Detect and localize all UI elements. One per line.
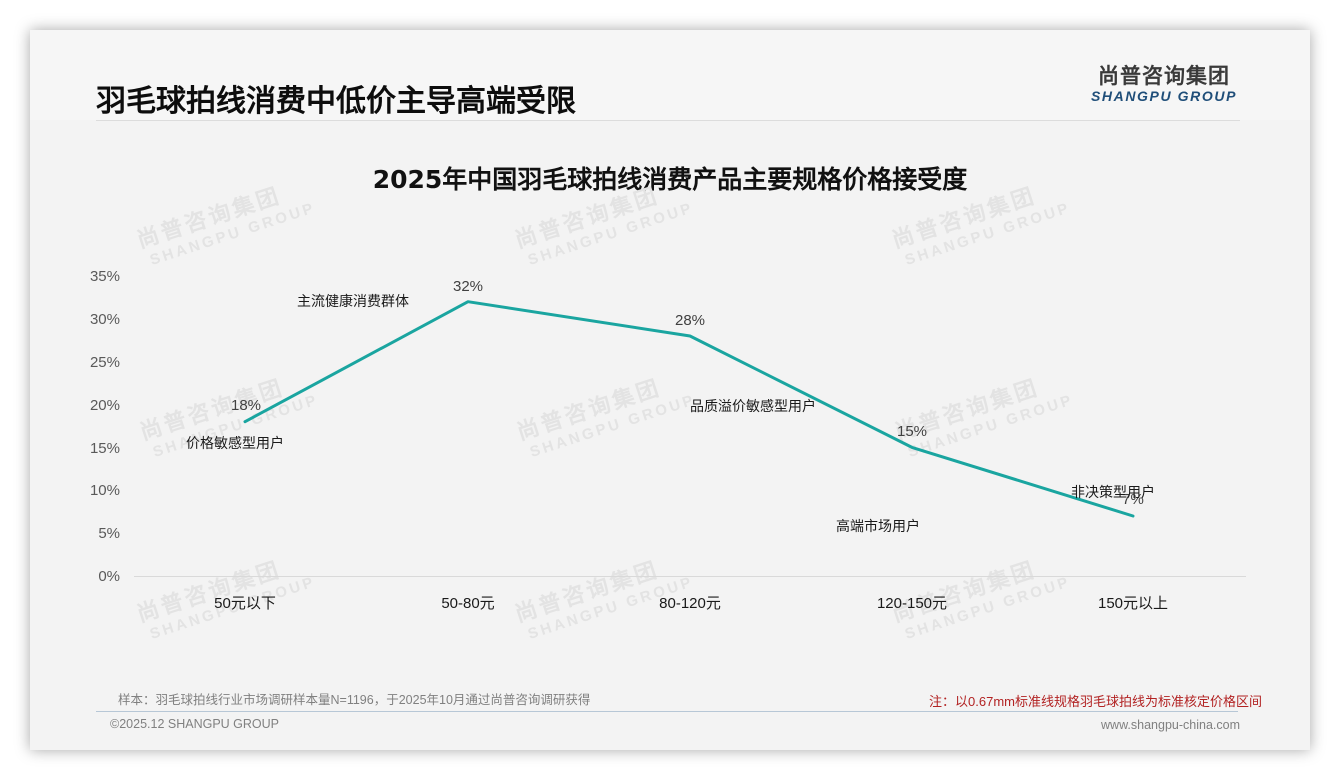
sample-note: 样本：羽毛球拍线行业市场调研样本量N=1196，于2025年10月通过尚普咨询调… [118, 693, 591, 707]
annotation-label: 高端市场用户 [836, 518, 920, 534]
y-tick-label: 5% [98, 525, 120, 542]
annotation-label: 价格敏感型用户 [186, 435, 284, 451]
footer-divider [96, 711, 1238, 712]
annotations: 价格敏感型用户 主流健康消费群体 品质溢价敏感型用户 高端市场用户 非决策型用户 [186, 293, 1155, 534]
data-label: 18% [231, 397, 261, 414]
copyright: ©2025.12 SHANGPU GROUP [110, 717, 279, 731]
watermark: 尚普咨询集团 SHANGPU GROUP [889, 183, 1073, 269]
data-label: 7% [1122, 491, 1144, 508]
data-label: 32% [453, 278, 483, 295]
annotation-label: 非决策型用户 [1071, 484, 1155, 500]
y-tick-label: 35% [90, 268, 120, 285]
series-line [243, 300, 1135, 518]
y-tick-label: 15% [90, 440, 120, 457]
watermark: 尚普咨询集团 SHANGPU GROUP [134, 183, 318, 269]
x-tick-label: 80-120元 [659, 595, 721, 612]
data-label: 15% [897, 423, 927, 440]
x-tick-label: 120-150元 [877, 595, 947, 612]
y-tick-label: 30% [90, 311, 120, 328]
line-chart: 尚普咨询集团 SHANGPU GROUP 尚普咨询集团 SHANGPU GROU… [90, 183, 1246, 643]
y-tick-label: 10% [90, 482, 120, 499]
watermarks: 尚普咨询集团 SHANGPU GROUP 尚普咨询集团 SHANGPU GROU… [134, 183, 1076, 643]
chart-title: 2025年中国羽毛球拍线消费产品主要规格价格接受度 [372, 165, 968, 194]
watermark: 尚普咨询集团 SHANGPU GROUP [514, 375, 698, 461]
page-title: 羽毛球拍线消费中低价主导高端受限 [96, 84, 576, 119]
logo-english-text: SHANGPU GROUP [1090, 88, 1238, 104]
company-logo: 尚普咨询集团 SHANGPU GROUP [1088, 64, 1240, 104]
header-divider [96, 120, 1240, 121]
data-label: 28% [675, 312, 705, 329]
y-tick-label: 20% [90, 397, 120, 414]
price-range-note: 注：以0.67mm标准线规格羽毛球拍线为标准核定价格区间 [929, 694, 1262, 709]
logo-chinese-text: 尚普咨询集团 [1098, 64, 1230, 88]
header-background [30, 30, 1310, 120]
x-tick-label: 150元以上 [1098, 595, 1168, 612]
y-tick-label: 0% [98, 568, 120, 585]
annotation-label: 主流健康消费群体 [297, 293, 409, 309]
data-labels: 18% 32% 28% 15% 7% [231, 278, 1144, 508]
y-axis: 0% 5% 10% 15% 20% 25% 30% 35% [90, 268, 120, 585]
website-link[interactable]: www.shangpu-china.com [1101, 718, 1240, 732]
watermark: 尚普咨询集团 SHANGPU GROUP [512, 183, 696, 269]
x-tick-label: 50元以下 [214, 595, 276, 612]
x-tick-label: 50-80元 [441, 595, 494, 612]
annotation-label: 品质溢价敏感型用户 [690, 398, 816, 414]
x-axis: 50元以下 50-80元 80-120元 120-150元 150元以上 [214, 595, 1168, 612]
y-tick-label: 25% [90, 354, 120, 371]
slide-card: 羽毛球拍线消费中低价主导高端受限 尚普咨询集团 SHANGPU GROUP 20… [30, 30, 1310, 750]
